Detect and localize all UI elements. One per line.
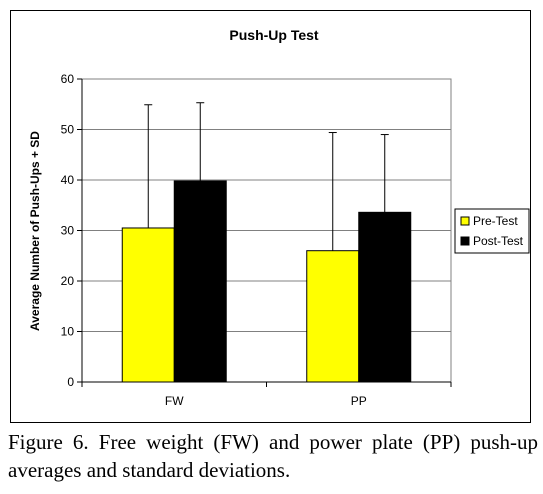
y-axis-ticks: 0 10 20 30 40 50 60 xyxy=(61,72,83,389)
y-tick-label: 60 xyxy=(61,72,75,86)
y-tick-label: 30 xyxy=(61,224,75,238)
bar-pp-post-test xyxy=(358,211,412,383)
legend-swatch xyxy=(460,236,470,246)
y-tick-label: 20 xyxy=(61,274,75,288)
error-bars xyxy=(144,102,389,251)
legend-swatch xyxy=(460,216,470,226)
y-tick-label: 10 xyxy=(61,325,75,339)
y-axis-label: Average Number of Push-Ups + SD xyxy=(28,131,42,331)
x-tick-label: PP xyxy=(351,394,367,408)
x-axis: FW PP xyxy=(81,381,452,408)
bar-pp-pre-test xyxy=(306,250,360,383)
y-tick-label: 0 xyxy=(67,375,74,389)
y-tick-label: 40 xyxy=(61,173,75,187)
legend-label: Pre-Test xyxy=(473,214,518,228)
legend-label: Post-Test xyxy=(473,234,524,248)
legend-box xyxy=(454,208,530,254)
bars xyxy=(121,180,412,383)
x-tick-label: FW xyxy=(165,394,184,408)
figure-caption: Figure 6. Free weight (FW) and power pla… xyxy=(8,430,538,482)
chart-frame: Push-Up Test 0 10 20 30 40 50 60 FW PP Average … xyxy=(10,10,531,423)
bar-fw-post-test xyxy=(173,180,227,383)
push-up-chart: Push-Up Test 0 10 20 30 40 50 60 FW PP Average … xyxy=(28,27,530,408)
legend: Pre-Test Post-Test xyxy=(454,208,530,254)
bar-fw-pre-test xyxy=(121,227,175,383)
y-tick-label: 50 xyxy=(61,123,75,137)
chart-title: Push-Up Test xyxy=(229,27,319,43)
